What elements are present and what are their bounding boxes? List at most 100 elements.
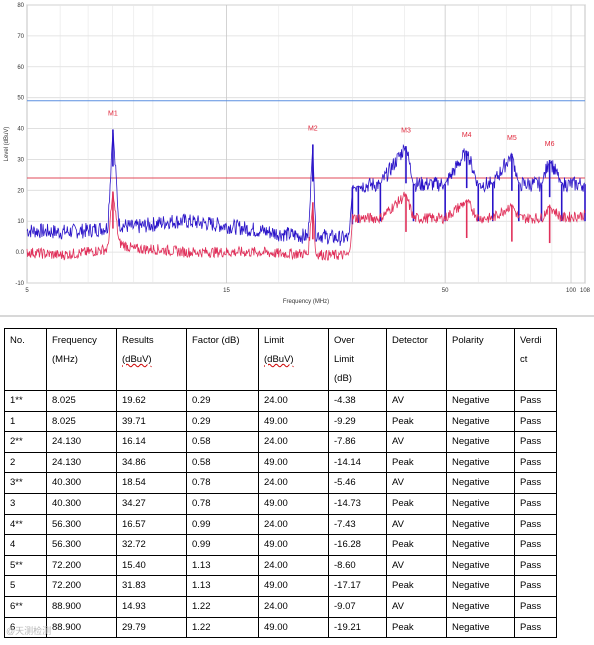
plot-area <box>26 4 586 284</box>
table-cell: 8.025 <box>46 410 117 433</box>
table-cell: Peak <box>386 616 447 639</box>
table-cell: 14.93 <box>116 595 187 618</box>
series-line <box>26 132 586 246</box>
table-cell: -14.73 <box>328 492 387 515</box>
table-row: 3** 40.300 18.54 0.78 24.00 -5.46 AV Negative Pa… <box>4 472 557 494</box>
table-header-cell: Frequency (MHz) <box>46 328 117 391</box>
table-cell: Pass <box>514 595 557 618</box>
table-header-cell: Over Limit (dB) <box>328 328 387 391</box>
table-cell: -4.38 <box>328 390 387 412</box>
table-cell: 5** <box>4 554 47 577</box>
table-header-text: Verdi <box>520 335 542 346</box>
table-cell: Negative <box>446 616 515 639</box>
table-cell: 1 <box>4 410 47 433</box>
table-cell: Negative <box>446 595 515 618</box>
table-cell: 0.78 <box>186 472 259 494</box>
table-cell: 16.14 <box>116 431 187 453</box>
divider <box>0 315 594 317</box>
table-cell: 15.40 <box>116 554 187 577</box>
x-tick-label: 15 <box>223 288 230 294</box>
table-cell: 24.00 <box>258 390 329 412</box>
table-cell: 4 <box>4 534 47 556</box>
x-tick-label: 108 <box>580 288 591 294</box>
table-cell: -19.21 <box>328 616 387 639</box>
table-cell: 49.00 <box>258 534 329 556</box>
table-cell: AV <box>386 595 447 618</box>
table-cell: 4** <box>4 513 47 536</box>
y-tick-label: 40 <box>17 127 24 133</box>
y-tick-label: 80 <box>17 3 24 9</box>
table-cell: 49.00 <box>258 575 329 597</box>
results-table: No. Frequency (MHz) Results (dBuV) Factor (dB… <box>4 328 557 639</box>
table-cell: 29.79 <box>116 616 187 639</box>
table-cell: Peak <box>386 534 447 556</box>
table-cell: 24.130 <box>46 431 117 453</box>
table-cell: 24.00 <box>258 595 329 618</box>
table-cell: 19.62 <box>116 390 187 412</box>
table-cell: Peak <box>386 492 447 515</box>
table-header-cell: Polarity <box>446 328 515 391</box>
table-cell: 8.025 <box>46 390 117 412</box>
table-header-text: Results <box>122 335 154 346</box>
table-cell: Peak <box>386 575 447 597</box>
table-cell: Peak <box>386 451 447 474</box>
table-cell: 49.00 <box>258 410 329 433</box>
table-header-text: (dBuV) <box>264 354 294 365</box>
y-tick-label: 10 <box>17 219 24 225</box>
y-tick-label: 70 <box>17 34 24 40</box>
table-cell: 24.00 <box>258 472 329 494</box>
y-tick-label: 30 <box>17 157 24 163</box>
table-header-row: No. Frequency (MHz) Results (dBuV) Factor (dB… <box>4 328 557 391</box>
table-cell: -5.46 <box>328 472 387 494</box>
table-cell: 24.130 <box>46 451 117 474</box>
table-cell: 24.00 <box>258 431 329 453</box>
table-row: 2** 24.130 16.14 0.58 24.00 -7.86 AV Negative Pa… <box>4 431 557 453</box>
table-cell: 18.54 <box>116 472 187 494</box>
table-cell: 56.300 <box>46 513 117 536</box>
table-cell: 2 <box>4 451 47 474</box>
y-tick-label: 50 <box>17 96 24 102</box>
table-cell: 40.300 <box>46 472 117 494</box>
table-cell: 1** <box>4 390 47 412</box>
table-cell: 0.29 <box>186 410 259 433</box>
table-cell: 34.86 <box>116 451 187 474</box>
table-header-text: (MHz) <box>52 354 78 365</box>
table-cell: -7.86 <box>328 431 387 453</box>
x-tick-label: 5 <box>25 288 29 294</box>
table-cell: 31.83 <box>116 575 187 597</box>
table-cell: 0.29 <box>186 390 259 412</box>
table-cell: Negative <box>446 492 515 515</box>
table-cell: -9.07 <box>328 595 387 618</box>
marker-label: M4 <box>462 132 472 139</box>
table-header-text: Over <box>334 335 355 346</box>
table-cell: 72.200 <box>46 554 117 577</box>
series-line <box>26 191 586 261</box>
table-cell: -17.17 <box>328 575 387 597</box>
table-cell: AV <box>386 431 447 453</box>
y-axis-label: Level (dBuV) <box>4 127 10 162</box>
table-row: 4 56.300 32.72 0.99 49.00 -16.28 Peak Negative P… <box>4 534 557 556</box>
table-header-cell: Factor (dB) <box>186 328 259 391</box>
x-tick-label: 50 <box>442 288 449 294</box>
table-cell: Pass <box>514 513 557 536</box>
table-cell: Negative <box>446 451 515 474</box>
table-cell: 39.71 <box>116 410 187 433</box>
table-cell: Pass <box>514 534 557 556</box>
table-row: 5** 72.200 15.40 1.13 24.00 -8.60 AV Negative Pa… <box>4 554 557 577</box>
table-header-cell: Verdi ct <box>514 328 557 391</box>
table-cell: 88.900 <box>46 595 117 618</box>
table-cell: AV <box>386 554 447 577</box>
table-row: 5 72.200 31.83 1.13 49.00 -17.17 Peak Negative P… <box>4 575 557 597</box>
table-header-text: ct <box>520 354 528 365</box>
results-table-container: No. Frequency (MHz) Results (dBuV) Factor (dB… <box>4 328 557 639</box>
table-cell: Pass <box>514 431 557 453</box>
table-header-cell: No. <box>4 328 47 391</box>
table-header-text: No. <box>10 335 25 346</box>
table-cell: 24.00 <box>258 513 329 536</box>
emission-chart: -10 0.0 10 20 30 40 50 60 70 80 5 15 50 100 108 Frequen… <box>0 0 594 312</box>
table-cell: AV <box>386 513 447 536</box>
table-cell: 0.58 <box>186 431 259 453</box>
table-cell: 49.00 <box>258 451 329 474</box>
marker-label: M3 <box>401 127 411 134</box>
watermark-text: @天测检测 <box>6 626 52 636</box>
